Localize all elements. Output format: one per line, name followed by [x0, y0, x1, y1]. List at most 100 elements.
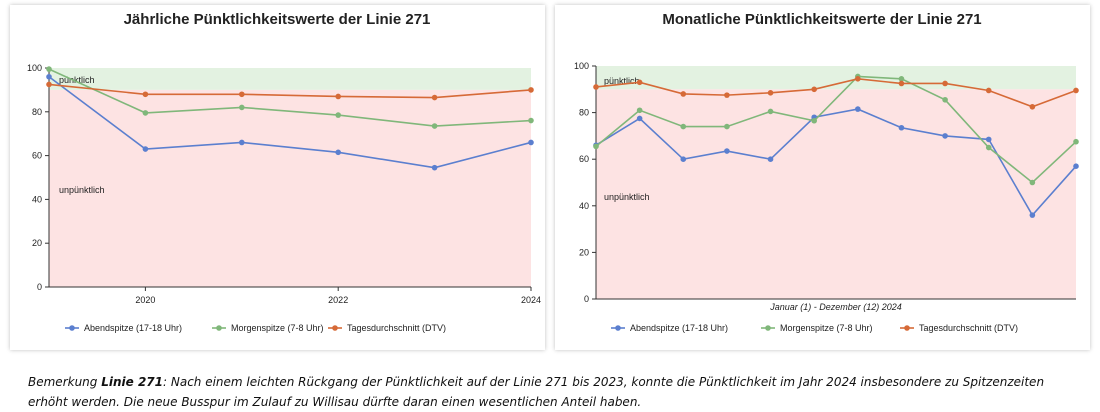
data-point-morgen — [1029, 179, 1036, 186]
band-label-punktlich: pünktlich — [604, 76, 640, 86]
legend-swatch-dot — [69, 325, 75, 331]
data-point-tages — [724, 92, 730, 98]
data-point-abend — [528, 139, 534, 146]
data-point-tages — [239, 91, 245, 98]
data-point-abend — [46, 73, 52, 80]
chart-title: Jährliche Pünktlichkeitswerte der Linie … — [124, 11, 431, 28]
band-label-punktlich: pünktlich — [59, 75, 95, 85]
legend-item-tages: Tagesdurchschnitt (DTV) — [900, 323, 1018, 333]
y-tick-label: 60 — [32, 151, 42, 161]
band-punktlich — [49, 68, 531, 90]
data-point-abend — [142, 146, 149, 152]
data-point-tages — [942, 80, 948, 87]
data-point-tages — [855, 76, 861, 82]
data-point-morgen — [724, 123, 730, 130]
data-point-morgen — [680, 123, 687, 130]
data-point-tages — [767, 89, 774, 96]
data-point-morgen — [431, 123, 438, 129]
data-point-abend — [680, 156, 687, 162]
data-point-morgen — [142, 110, 149, 116]
data-point-tages — [985, 87, 992, 94]
remark-label: Bemerkung — [28, 375, 102, 389]
data-point-abend — [985, 136, 992, 143]
data-point-morgen — [335, 112, 342, 118]
x-tick-label: 2024 — [521, 295, 541, 305]
legend-swatch-dot — [216, 325, 222, 331]
y-tick-label: 0 — [584, 294, 589, 304]
data-point-abend — [239, 139, 245, 146]
remark-line-name: Linie 271 — [101, 375, 163, 389]
series-line-morgen — [48, 68, 532, 127]
legend-label: Morgenspitze (7-8 Uhr) — [231, 323, 324, 333]
y-tick-label: 40 — [579, 201, 589, 211]
data-point-abend — [724, 148, 730, 154]
legend-label: Morgenspitze (7-8 Uhr) — [780, 323, 873, 333]
chart-panel-monthly: Monatliche Pünktlichkeitswerte der Linie… — [555, 5, 1090, 350]
data-point-tages — [142, 91, 149, 98]
legend-swatch-dot — [765, 325, 771, 331]
y-tick-label: 0 — [37, 282, 42, 292]
data-point-tages — [1073, 87, 1079, 94]
series-line-tages — [48, 83, 532, 99]
legend-item-morgen: Morgenspitze (7-8 Uhr) — [761, 323, 873, 333]
yearly-punctuality-chart: Jährliche Pünktlichkeitswerte der Linie … — [27, 11, 541, 333]
band-label-unpunktlich: unpünktlich — [59, 185, 105, 195]
data-point-morgen — [239, 104, 245, 111]
chart-panel-yearly: Jährliche Pünktlichkeitswerte der Linie … — [10, 5, 545, 350]
data-point-tages — [898, 80, 905, 87]
data-point-tages — [811, 86, 817, 93]
legend-label: Tagesdurchschnitt (DTV) — [347, 323, 446, 333]
y-tick-label: 100 — [27, 63, 42, 73]
data-point-tages — [1029, 103, 1036, 110]
data-point-abend — [898, 124, 905, 131]
legend-item-tages: Tagesdurchschnitt (DTV) — [328, 323, 446, 333]
data-point-abend — [636, 115, 643, 122]
chart-title: Monatliche Pünktlichkeitswerte der Linie… — [662, 11, 981, 28]
legend-label: Abendspitze (17-18 Uhr) — [84, 323, 182, 333]
y-tick-label: 20 — [32, 238, 42, 248]
legend-label: Abendspitze (17-18 Uhr) — [630, 323, 728, 333]
legend-swatch-dot — [332, 325, 338, 331]
legend-label: Tagesdurchschnitt (DTV) — [919, 323, 1018, 333]
data-point-abend — [431, 164, 438, 171]
data-point-tages — [335, 93, 342, 100]
y-tick-label: 80 — [32, 107, 42, 117]
data-point-morgen — [636, 107, 643, 114]
data-point-tages — [593, 84, 599, 90]
data-point-tages — [680, 91, 687, 97]
data-point-abend — [1029, 212, 1036, 218]
data-point-tages — [636, 79, 643, 86]
data-point-morgen — [985, 144, 992, 151]
data-point-morgen — [1073, 138, 1079, 145]
data-point-morgen — [46, 66, 52, 72]
series-line-morgen — [595, 75, 1077, 184]
legend-item-abend: Abendspitze (17-18 Uhr) — [611, 323, 728, 333]
data-point-abend — [335, 149, 342, 156]
data-point-morgen — [593, 143, 599, 150]
y-tick-label: 60 — [579, 154, 589, 164]
x-tick-label: 2022 — [328, 295, 348, 305]
y-tick-label: 100 — [574, 61, 589, 71]
data-point-tages — [46, 81, 52, 88]
y-tick-label: 20 — [579, 247, 589, 257]
data-point-abend — [1073, 163, 1079, 169]
band-unpunktlich — [49, 89, 531, 288]
legend-item-abend: Abendspitze (17-18 Uhr) — [65, 323, 182, 333]
data-point-abend — [855, 106, 861, 112]
data-point-morgen — [528, 117, 534, 124]
band-punktlich — [596, 66, 1076, 90]
data-point-morgen — [767, 108, 774, 115]
legend-item-morgen: Morgenspitze (7-8 Uhr) — [212, 323, 324, 333]
data-point-morgen — [942, 96, 948, 103]
series-line-abend — [48, 76, 532, 169]
remark-text: Bemerkung Linie 271: Nach einem leichten… — [28, 372, 1068, 412]
y-tick-label: 80 — [579, 108, 589, 118]
data-point-tages — [528, 87, 534, 93]
x-tick-label: 2020 — [135, 295, 155, 305]
series-line-tages — [595, 78, 1077, 108]
y-tick-label: 40 — [32, 194, 42, 204]
x-axis-label: Januar (1) - Dezember (12) 2024 — [769, 302, 902, 312]
series-line-abend — [595, 108, 1077, 217]
band-label-unpunktlich: unpünktlich — [604, 192, 650, 202]
legend-swatch-dot — [904, 325, 910, 331]
